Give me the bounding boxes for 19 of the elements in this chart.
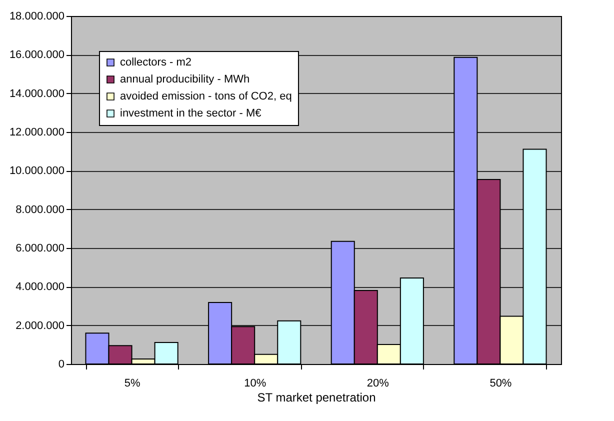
x-tick-label: 10% xyxy=(244,378,266,390)
y-tick-label: 4.000.000 xyxy=(16,281,64,294)
y-tick-label: 8.000.000 xyxy=(16,204,64,216)
y-tick-label: 16.000.000 xyxy=(9,49,64,62)
y-tick-label: 10.000.000 xyxy=(9,165,64,178)
legend-label: investment in the sector - M€ xyxy=(120,108,262,120)
x-tick-label: 5% xyxy=(124,378,140,390)
y-tick-label: 18.000.000 xyxy=(9,10,64,22)
y-tick-label: 0 xyxy=(58,358,64,370)
legend-label: annual producibility - MWh xyxy=(120,74,250,86)
x-tick-label: 20% xyxy=(366,378,390,390)
legend-label: avoided emission - tons of CO2, eq xyxy=(120,90,292,102)
y-tick-label: 14.000.000 xyxy=(9,88,64,100)
legend-label: collectors - m2 xyxy=(120,56,192,68)
x-tick-label: 50% xyxy=(490,378,512,390)
y-tick-label: 12.000.000 xyxy=(9,126,64,138)
y-tick-label: 2.000.000 xyxy=(16,320,64,332)
x-axis-title: ST market penetration xyxy=(257,390,376,404)
y-tick-label: 6.000.000 xyxy=(16,242,64,254)
